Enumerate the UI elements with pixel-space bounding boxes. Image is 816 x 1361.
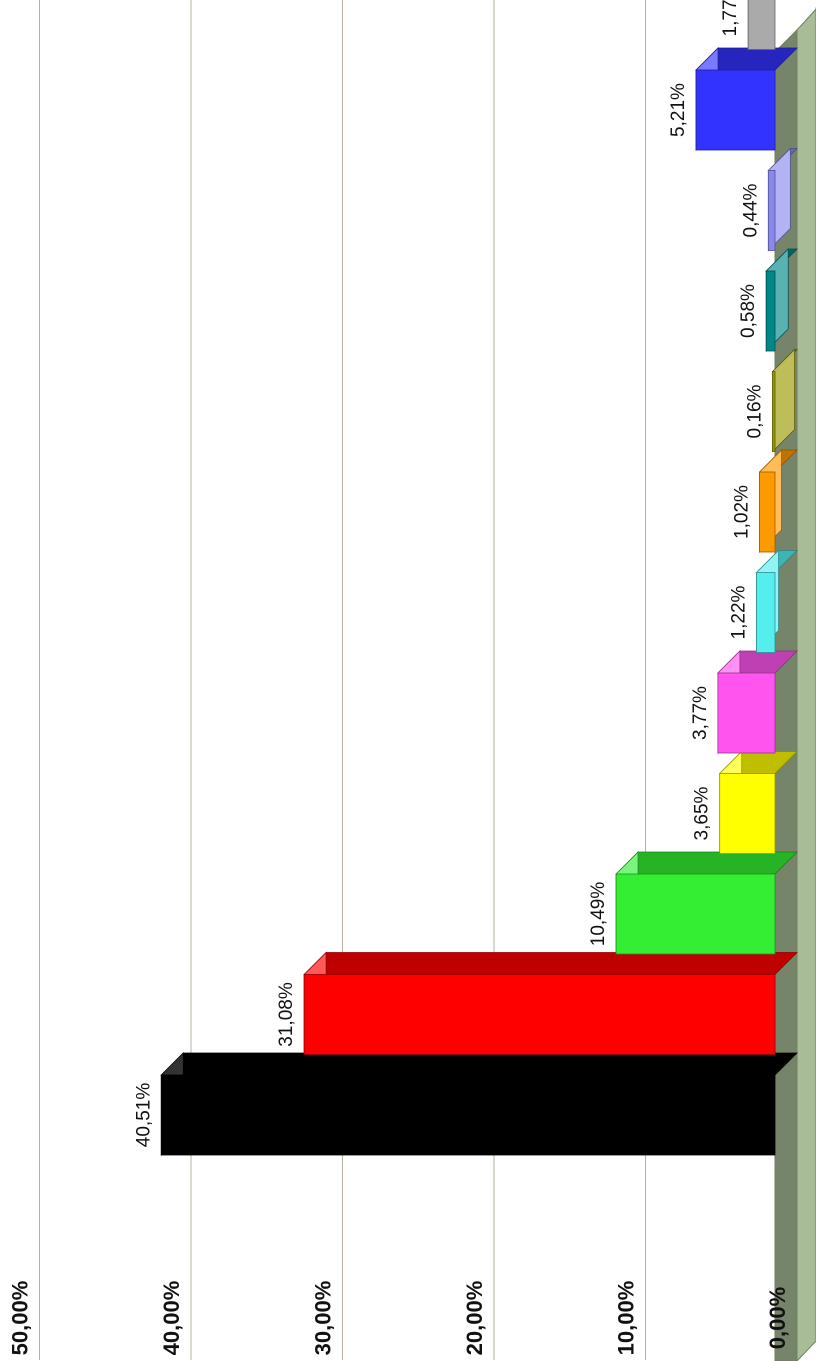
data-label: 1,22%: [729, 585, 750, 639]
bar: [695, 47, 798, 151]
y-tick-label: 20,00%: [462, 1281, 487, 1356]
data-label: 3,65%: [692, 786, 713, 840]
data-label: 0,44%: [740, 183, 761, 237]
data-label: 40,51%: [133, 1083, 154, 1148]
data-label: 1,77%: [720, 0, 741, 36]
y-tick-label: 10,00%: [614, 1281, 639, 1356]
bar: [758, 449, 798, 553]
bar: [771, 348, 798, 453]
bar: [718, 750, 798, 855]
gridlines: [39, 0, 646, 1360]
y-tick-label: 50,00%: [8, 1281, 33, 1356]
data-label: 10,49%: [588, 882, 609, 947]
data-labels: 40,51% 31,08% 10,49% 3,65% 3,77% 1,22% 1,02% 0,…: [133, 0, 765, 1147]
y-axis-ticks: 0,00% 10,00% 20,00% 30,00% 40,00% 50,00%: [8, 1281, 791, 1356]
data-label: 31,08%: [276, 982, 297, 1047]
bars: [160, 0, 798, 1156]
data-label: 5,21%: [668, 83, 689, 137]
bar: [160, 1052, 798, 1156]
y-tick-label: 40,00%: [159, 1281, 184, 1356]
data-label: 0,58%: [738, 284, 759, 338]
bar: [303, 951, 798, 1056]
data-label: 1,02%: [732, 485, 753, 539]
data-label: 0,16%: [745, 384, 766, 438]
floor-top: [796, 7, 816, 1361]
y-tick-label: 30,00%: [311, 1281, 336, 1356]
bar: [765, 248, 798, 352]
bar: [747, 0, 776, 51]
bar: [716, 650, 798, 754]
y-tick-label: 0,00%: [765, 1287, 790, 1349]
bar: [755, 549, 798, 654]
bar: [615, 851, 798, 955]
data-label: 3,77%: [690, 686, 711, 740]
bar: [767, 147, 798, 252]
